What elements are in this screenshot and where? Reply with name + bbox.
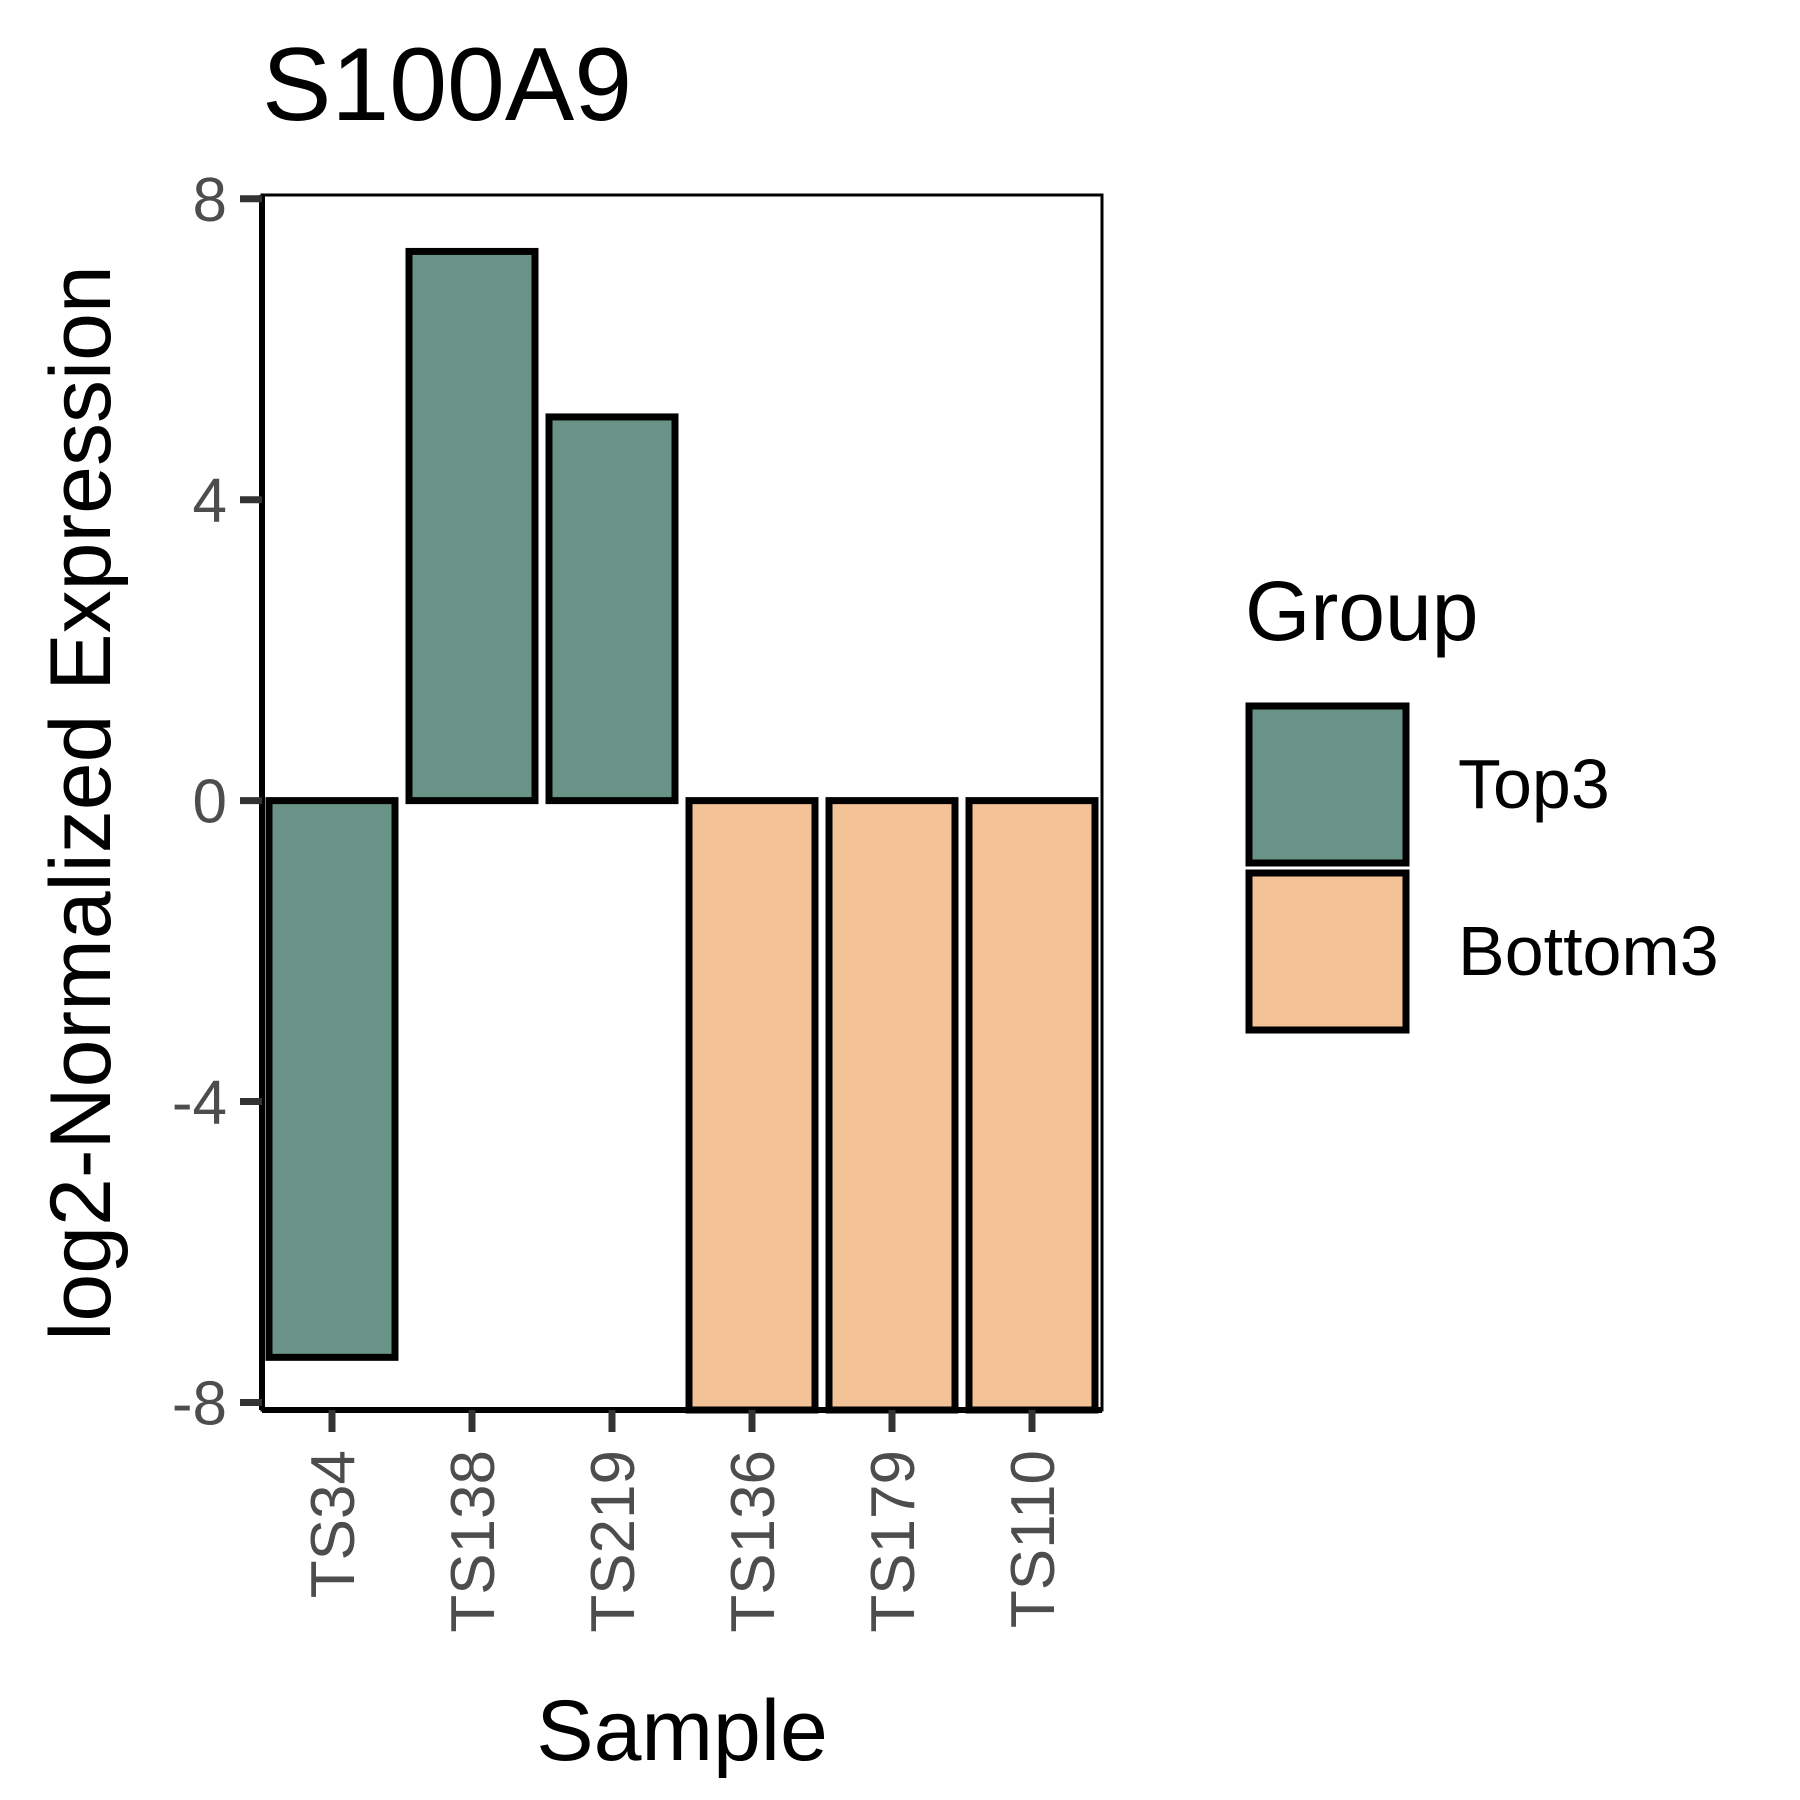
x-axis-ticks: TS34 TS138 TS219 TS136 TS179 TS110 (299, 1410, 1068, 1633)
y-axis-ticks: -8 -4 0 4 8 (172, 166, 262, 1438)
legend: Group Top3 Bottom3 (1245, 564, 1719, 1034)
bar-ts219 (545, 413, 679, 805)
legend-title: Group (1245, 564, 1478, 658)
y-tick-label: 8 (193, 166, 227, 235)
y-tick-label: -4 (172, 1069, 227, 1138)
bar-ts34 (265, 797, 399, 1361)
plot-panel-border (260, 193, 1104, 1412)
legend-swatch-bottom3 (1245, 869, 1410, 1034)
bars-group (265, 247, 1099, 1414)
bar-ts138 (405, 247, 539, 805)
x-axis-title: Sample (536, 1683, 828, 1779)
y-tick-label: 0 (193, 768, 227, 837)
x-tick-label-ts219: TS219 (579, 1450, 648, 1633)
x-tick-label-ts138: TS138 (439, 1450, 508, 1633)
y-tick-label: -8 (172, 1369, 227, 1438)
bar-ts110 (965, 797, 1099, 1414)
bar-ts179 (825, 797, 959, 1414)
x-tick-label-ts34: TS34 (299, 1450, 368, 1598)
x-tick-label-ts110: TS110 (999, 1450, 1068, 1628)
x-tick-label-ts179: TS179 (859, 1450, 928, 1633)
y-axis-title: log2-Normalized Expression (33, 265, 129, 1340)
chart-title: S100A9 (262, 27, 632, 143)
x-tick-label-ts136: TS136 (719, 1450, 788, 1633)
legend-label-top3: Top3 (1458, 745, 1610, 823)
legend-swatch-top3 (1245, 702, 1410, 867)
legend-label-bottom3: Bottom3 (1458, 912, 1719, 990)
plot-area: -8 -4 0 4 8 TS34 TS138 TS219 TS136 TS179 TS110 (172, 166, 1104, 1633)
y-tick-label: 4 (193, 467, 227, 536)
bar-ts136 (685, 797, 819, 1414)
